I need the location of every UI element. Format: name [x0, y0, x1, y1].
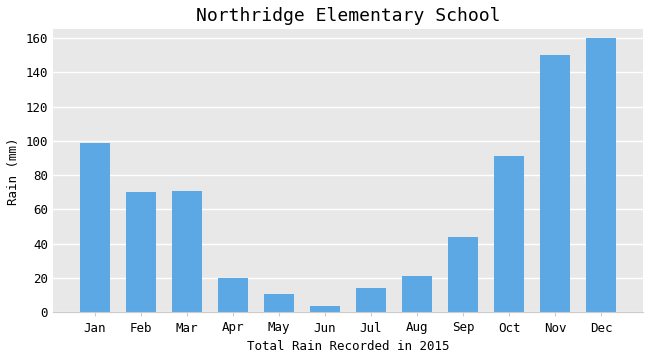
X-axis label: Total Rain Recorded in 2015: Total Rain Recorded in 2015 — [247, 340, 449, 353]
Bar — [125, 192, 156, 312]
Bar — [402, 276, 432, 312]
Bar — [540, 55, 570, 312]
Bar — [586, 38, 616, 312]
Bar — [80, 143, 110, 312]
Title: Northridge Elementary School: Northridge Elementary School — [196, 7, 500, 25]
Bar — [356, 288, 386, 312]
Bar — [494, 156, 524, 312]
Bar — [264, 294, 294, 312]
Bar — [310, 306, 340, 312]
Bar — [172, 190, 202, 312]
Bar — [448, 237, 478, 312]
Bar — [218, 278, 248, 312]
Y-axis label: Rain (mm): Rain (mm) — [7, 137, 20, 204]
